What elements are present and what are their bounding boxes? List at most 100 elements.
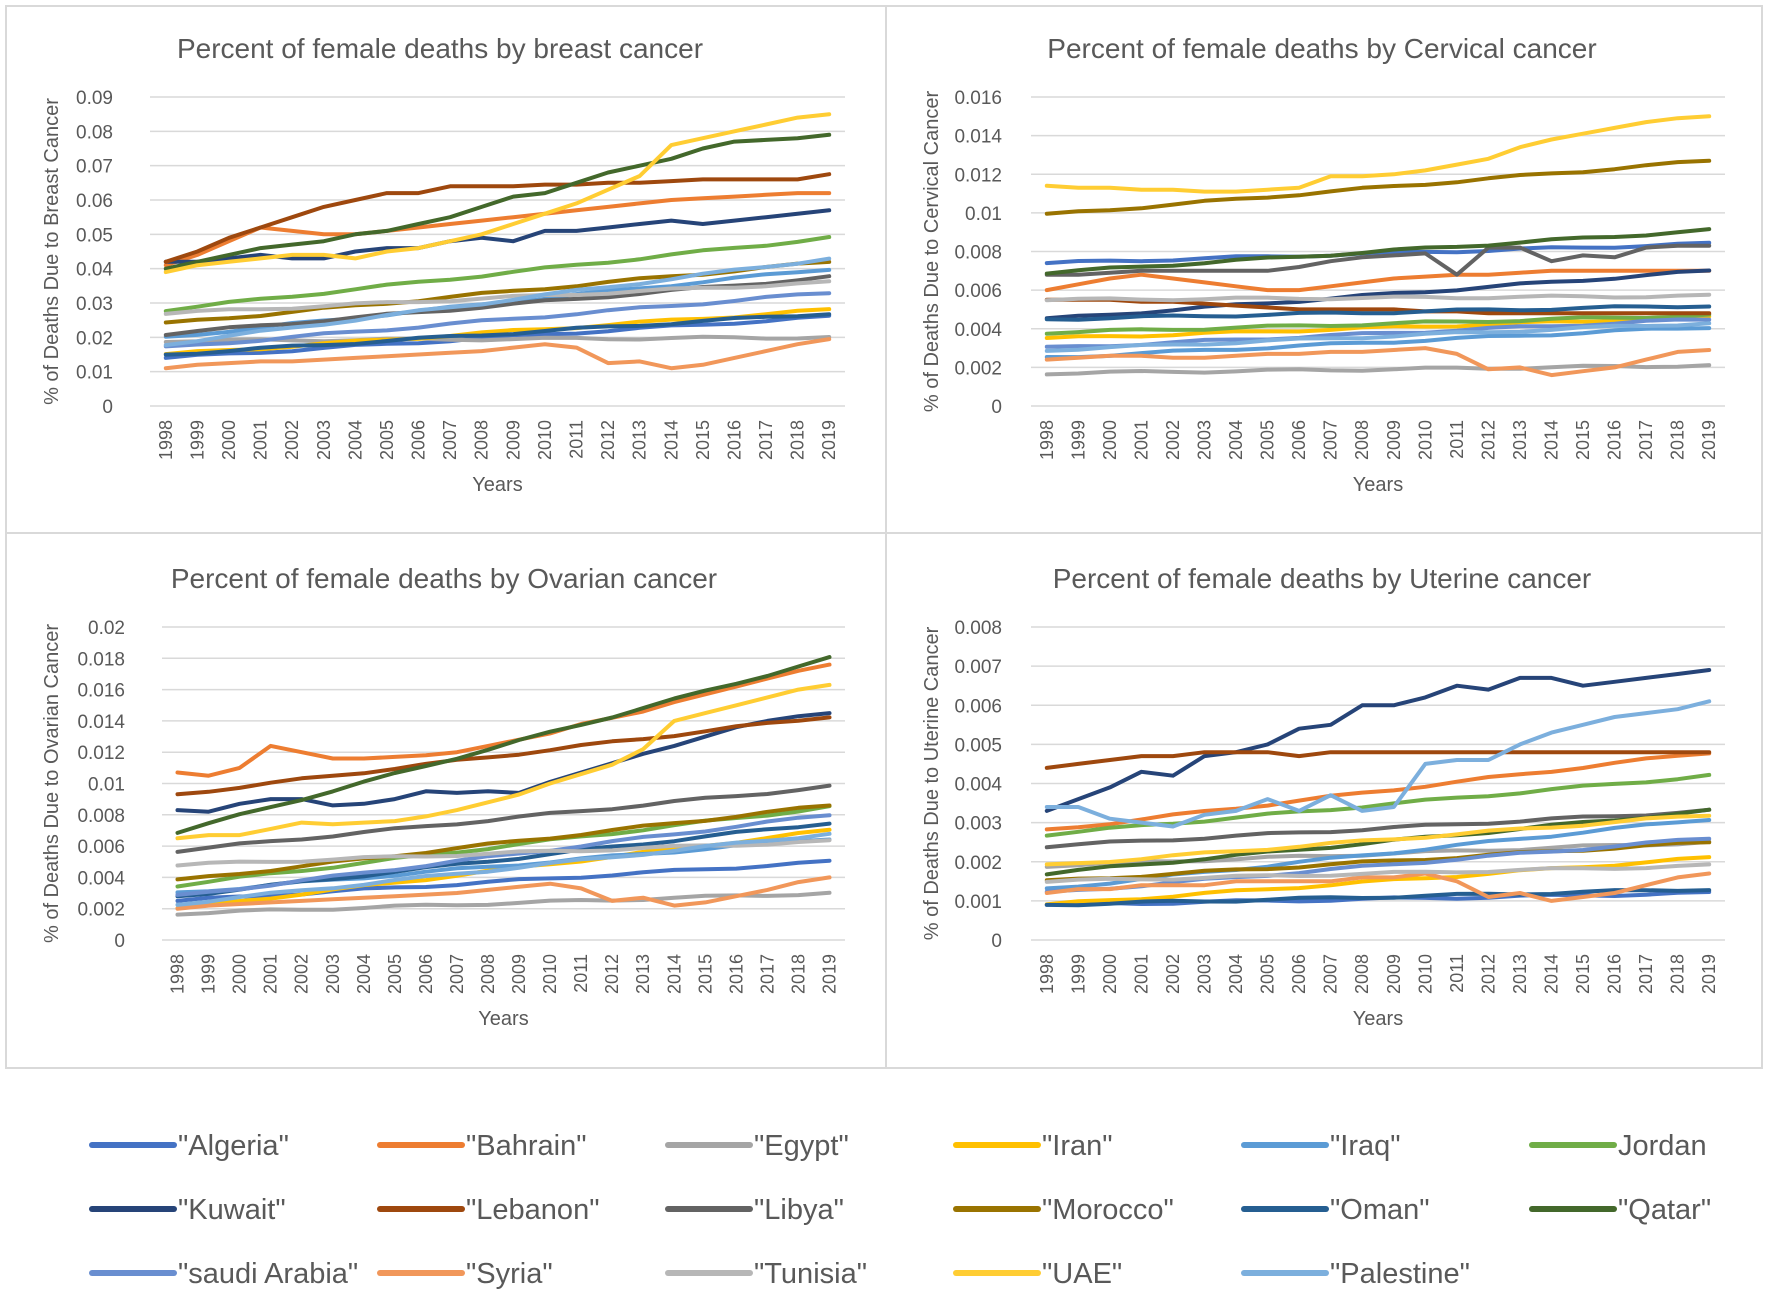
series-line-16 xyxy=(175,831,832,907)
y-tick-label: 0 xyxy=(991,397,1002,418)
series-line-6 xyxy=(175,711,832,814)
x-tick-label: 2009 xyxy=(503,420,523,460)
x-tick-label: 2004 xyxy=(1226,420,1246,460)
x-tick-label: 2011 xyxy=(566,420,586,459)
series-line-5 xyxy=(1044,312,1712,336)
series-line-1 xyxy=(1044,751,1712,832)
series-line-15 xyxy=(163,112,832,275)
legend-label: "Bahrain" xyxy=(466,1130,587,1162)
series-line-13 xyxy=(1044,871,1712,903)
x-tick-label: 2001 xyxy=(1131,420,1151,460)
x-axis-label: Years xyxy=(1353,1008,1403,1030)
chart-title: Percent of female deaths by Cervical can… xyxy=(1047,33,1596,64)
x-tick-label: 2013 xyxy=(633,954,653,994)
legend-label: "Egypt" xyxy=(754,1130,849,1162)
y-axis-label: % of Deaths Due to Cervical Cancer xyxy=(921,91,943,413)
x-tick-label: 2012 xyxy=(598,420,618,460)
series-line-14 xyxy=(1044,862,1712,884)
series-line-13 xyxy=(163,337,832,371)
series-line-2 xyxy=(1044,363,1712,377)
x-tick-label: 1999 xyxy=(187,420,207,460)
x-tick-label: 2011 xyxy=(571,954,591,993)
x-tick-label: 2007 xyxy=(440,420,460,460)
y-tick-label: 0.007 xyxy=(954,657,1002,678)
chart-1: Percent of female deaths by Cervical can… xyxy=(921,33,1725,496)
x-tick-label: 2017 xyxy=(1636,954,1656,994)
series-line-8 xyxy=(1044,243,1712,277)
y-tick-label: 0.001 xyxy=(954,892,1002,913)
x-tick-label: 2005 xyxy=(1258,420,1278,460)
y-tick-label: 0.004 xyxy=(954,320,1002,341)
series-line-14 xyxy=(163,279,832,316)
series-line-1 xyxy=(1044,268,1712,293)
series-line-12 xyxy=(163,291,832,349)
y-tick-label: 0.008 xyxy=(954,618,1002,639)
series-line-15 xyxy=(1044,813,1712,867)
x-tick-label: 2003 xyxy=(1195,954,1215,994)
series-line-11 xyxy=(1044,227,1712,276)
x-tick-label: 2001 xyxy=(1131,954,1151,994)
y-tick-label: 0.008 xyxy=(954,243,1002,264)
x-tick-label: 2018 xyxy=(788,954,808,994)
y-tick-label: 0.014 xyxy=(77,712,125,733)
y-tick-label: 0.003 xyxy=(954,814,1002,835)
x-tick-label: 2006 xyxy=(1289,954,1309,994)
y-tick-label: 0.014 xyxy=(954,127,1002,148)
y-tick-label: 0.04 xyxy=(76,260,113,281)
y-tick-label: 0.016 xyxy=(77,681,125,702)
chart-title: Percent of female deaths by breast cance… xyxy=(177,33,703,64)
x-tick-label: 2014 xyxy=(1542,420,1562,460)
y-tick-label: 0.07 xyxy=(76,157,113,178)
y-tick-label: 0.018 xyxy=(77,649,125,670)
series-line-1 xyxy=(163,191,832,268)
series-line-11 xyxy=(163,132,832,271)
x-tick-label: 2009 xyxy=(509,954,529,994)
x-tick-label: 2015 xyxy=(1573,954,1593,994)
legend-label: "Syria" xyxy=(466,1258,553,1290)
x-tick-label: 2012 xyxy=(1478,954,1498,994)
x-tick-label: 2013 xyxy=(1510,954,1530,994)
x-tick-label: 2005 xyxy=(377,420,397,460)
y-tick-label: 0.05 xyxy=(76,225,113,246)
x-axis-label: Years xyxy=(1353,474,1403,496)
series-line-9 xyxy=(175,803,832,882)
series-line-9 xyxy=(1044,158,1712,216)
legend-label: "UAE" xyxy=(1042,1258,1122,1290)
y-tick-label: 0.03 xyxy=(76,294,113,315)
series-line-6 xyxy=(1044,668,1712,813)
series-line-12 xyxy=(175,813,832,897)
x-tick-label: 2000 xyxy=(230,954,250,994)
x-tick-label: 2006 xyxy=(1289,420,1309,460)
legend-label: "Palestine" xyxy=(1330,1258,1470,1290)
x-tick-label: 2008 xyxy=(478,954,498,994)
x-tick-label: 1999 xyxy=(1068,954,1088,994)
y-axis-label: % of Deaths Due to Uterine Cancer xyxy=(921,626,943,940)
x-tick-label: 2003 xyxy=(1195,420,1215,460)
legend-label: "Algeria" xyxy=(178,1130,289,1162)
legend-label: "Lebanon" xyxy=(466,1194,600,1226)
x-tick-label: 2018 xyxy=(788,420,808,460)
panel-border-2 xyxy=(5,532,887,1069)
x-tick-label: 1998 xyxy=(1037,954,1057,994)
y-tick-label: 0.016 xyxy=(954,88,1002,109)
y-tick-label: 0.02 xyxy=(76,328,113,349)
x-tick-label: 2000 xyxy=(1100,420,1120,460)
x-tick-label: 1998 xyxy=(168,954,188,994)
x-tick-label: 2018 xyxy=(1668,954,1688,994)
x-tick-label: 2000 xyxy=(1100,954,1120,994)
x-tick-label: 1998 xyxy=(156,420,176,460)
legend-label: Jordan xyxy=(1618,1130,1707,1162)
series-line-10 xyxy=(1044,304,1712,322)
x-tick-label: 2016 xyxy=(726,954,746,994)
series-line-5 xyxy=(163,235,832,314)
x-tick-label: 2004 xyxy=(345,420,365,460)
x-tick-label: 2011 xyxy=(1447,420,1467,459)
legend-label: "Iraq" xyxy=(1330,1130,1401,1162)
x-tick-label: 2013 xyxy=(630,420,650,460)
series-line-7 xyxy=(163,172,832,264)
x-tick-label: 2018 xyxy=(1668,420,1688,460)
x-tick-label: 2007 xyxy=(447,954,467,994)
x-tick-label: 2012 xyxy=(602,954,622,994)
y-tick-label: 0.004 xyxy=(954,775,1002,796)
